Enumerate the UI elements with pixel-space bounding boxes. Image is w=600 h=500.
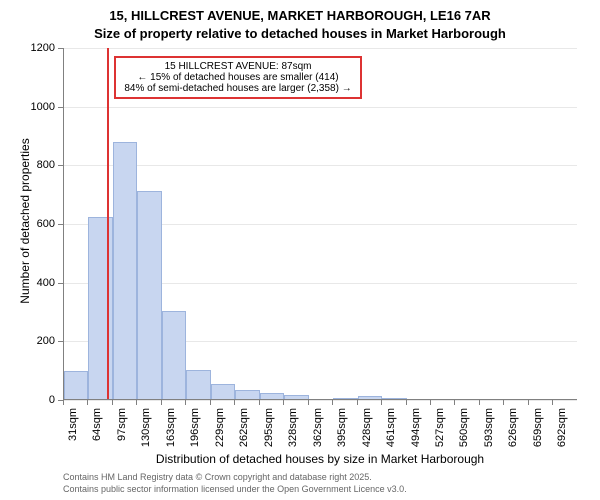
gridline [64, 400, 577, 401]
property-marker-line [107, 48, 109, 399]
x-tick-label: 428sqm [361, 408, 373, 452]
y-tick [58, 341, 63, 342]
histogram-bar [235, 390, 259, 399]
x-tick-label: 395sqm [336, 408, 348, 452]
chart-title-sub: Size of property relative to detached ho… [0, 26, 600, 41]
x-tick [406, 400, 407, 405]
y-tick-label: 1000 [23, 101, 55, 113]
x-tick-label: 196sqm [189, 408, 201, 452]
x-tick-label: 31sqm [67, 408, 79, 452]
histogram-bar [333, 398, 357, 399]
x-tick-label: 328sqm [287, 408, 299, 452]
x-tick-label: 593sqm [483, 408, 495, 452]
x-tick-label: 362sqm [312, 408, 324, 452]
x-tick [528, 400, 529, 405]
x-tick [552, 400, 553, 405]
annotation-line3: 84% of semi-detached houses are larger (… [124, 83, 351, 94]
y-tick [58, 283, 63, 284]
x-tick [87, 400, 88, 405]
x-tick [283, 400, 284, 405]
x-tick [357, 400, 358, 405]
x-tick [332, 400, 333, 405]
x-tick [259, 400, 260, 405]
x-tick [430, 400, 431, 405]
y-tick-label: 600 [23, 218, 55, 230]
footer-line-1: Contains HM Land Registry data © Crown c… [63, 472, 372, 482]
x-tick-label: 659sqm [532, 408, 544, 452]
y-tick [58, 224, 63, 225]
histogram-bar [186, 370, 210, 399]
chart-container: 15, HILLCREST AVENUE, MARKET HARBOROUGH,… [0, 0, 600, 500]
histogram-bar [64, 371, 88, 399]
x-tick-label: 229sqm [214, 408, 226, 452]
y-tick-label: 200 [23, 335, 55, 347]
histogram-bar [211, 384, 235, 399]
x-tick-label: 262sqm [238, 408, 250, 452]
x-tick [185, 400, 186, 405]
x-tick [381, 400, 382, 405]
x-tick [503, 400, 504, 405]
footer-line-2: Contains public sector information licen… [63, 484, 407, 494]
annotation-line2: ← 15% of detached houses are smaller (41… [124, 72, 351, 83]
x-tick-label: 692sqm [556, 408, 568, 452]
x-tick-label: 163sqm [165, 408, 177, 452]
x-tick [210, 400, 211, 405]
y-tick-label: 1200 [23, 42, 55, 54]
y-tick [58, 107, 63, 108]
y-tick [58, 48, 63, 49]
x-tick-label: 494sqm [410, 408, 422, 452]
x-tick-label: 626sqm [507, 408, 519, 452]
annotation-box: 15 HILLCREST AVENUE: 87sqm← 15% of detac… [114, 56, 361, 99]
y-tick-label: 0 [23, 394, 55, 406]
histogram-bar [162, 311, 186, 399]
x-tick [308, 400, 309, 405]
x-tick [136, 400, 137, 405]
x-tick-label: 527sqm [434, 408, 446, 452]
annotation-line1: 15 HILLCREST AVENUE: 87sqm [124, 61, 351, 72]
histogram-bar [382, 398, 406, 399]
y-tick-label: 400 [23, 277, 55, 289]
x-tick [112, 400, 113, 405]
y-tick [58, 165, 63, 166]
histogram-bar [137, 191, 161, 399]
x-tick-label: 560sqm [458, 408, 470, 452]
histogram-bar [113, 142, 137, 399]
x-tick [454, 400, 455, 405]
x-tick [63, 400, 64, 405]
chart-title-main: 15, HILLCREST AVENUE, MARKET HARBOROUGH,… [0, 8, 600, 23]
histogram-bar [284, 395, 308, 399]
x-tick-label: 97sqm [116, 408, 128, 452]
x-tick-label: 64sqm [91, 408, 103, 452]
gridline [64, 107, 577, 108]
gridline [64, 165, 577, 166]
gridline [64, 48, 577, 49]
plot-area: 15 HILLCREST AVENUE: 87sqm← 15% of detac… [63, 48, 577, 400]
x-tick [161, 400, 162, 405]
x-tick-label: 461sqm [385, 408, 397, 452]
y-tick-label: 800 [23, 159, 55, 171]
x-tick [234, 400, 235, 405]
x-axis-label: Distribution of detached houses by size … [63, 452, 577, 466]
histogram-bar [260, 393, 284, 399]
x-tick-label: 295sqm [263, 408, 275, 452]
histogram-bar [358, 396, 382, 399]
x-tick-label: 130sqm [140, 408, 152, 452]
x-tick [479, 400, 480, 405]
